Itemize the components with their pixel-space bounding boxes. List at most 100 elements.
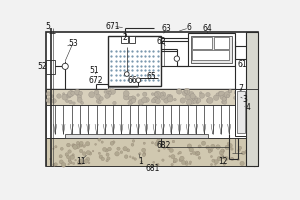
Circle shape bbox=[185, 94, 190, 100]
Circle shape bbox=[77, 161, 81, 165]
Circle shape bbox=[73, 162, 75, 165]
Circle shape bbox=[69, 160, 72, 163]
Circle shape bbox=[101, 157, 104, 161]
Circle shape bbox=[46, 98, 52, 103]
Circle shape bbox=[96, 94, 100, 99]
Circle shape bbox=[65, 99, 69, 103]
Circle shape bbox=[223, 163, 226, 165]
Circle shape bbox=[190, 94, 195, 99]
Circle shape bbox=[46, 99, 49, 102]
Circle shape bbox=[244, 92, 247, 95]
Bar bbox=[46, 89, 258, 105]
Circle shape bbox=[212, 159, 215, 162]
Circle shape bbox=[123, 91, 129, 96]
Circle shape bbox=[245, 150, 249, 154]
Circle shape bbox=[86, 157, 90, 161]
Circle shape bbox=[123, 94, 129, 100]
Circle shape bbox=[130, 96, 136, 102]
Circle shape bbox=[174, 98, 176, 101]
Circle shape bbox=[174, 56, 179, 61]
Circle shape bbox=[131, 143, 134, 146]
Circle shape bbox=[245, 93, 250, 98]
Circle shape bbox=[216, 146, 219, 149]
Circle shape bbox=[98, 138, 101, 141]
Circle shape bbox=[143, 153, 145, 155]
Text: 672: 672 bbox=[89, 76, 103, 85]
Circle shape bbox=[182, 91, 187, 96]
Text: 11: 11 bbox=[76, 157, 85, 166]
Circle shape bbox=[154, 93, 158, 97]
Circle shape bbox=[151, 99, 155, 103]
Circle shape bbox=[127, 149, 130, 152]
Circle shape bbox=[208, 149, 211, 152]
Text: 12: 12 bbox=[218, 157, 228, 166]
Circle shape bbox=[158, 150, 160, 152]
Circle shape bbox=[254, 161, 257, 165]
Circle shape bbox=[245, 99, 249, 103]
Circle shape bbox=[82, 152, 86, 155]
Circle shape bbox=[216, 145, 220, 149]
Circle shape bbox=[157, 139, 160, 143]
Circle shape bbox=[196, 102, 199, 104]
Circle shape bbox=[240, 96, 243, 99]
Circle shape bbox=[68, 150, 71, 153]
Circle shape bbox=[184, 88, 190, 94]
Circle shape bbox=[142, 97, 147, 103]
Circle shape bbox=[189, 92, 194, 97]
Circle shape bbox=[189, 147, 194, 152]
Circle shape bbox=[128, 101, 132, 105]
Circle shape bbox=[60, 147, 63, 150]
Circle shape bbox=[54, 163, 57, 166]
Circle shape bbox=[130, 100, 132, 102]
Circle shape bbox=[110, 89, 116, 94]
Bar bbox=[129, 36, 135, 43]
Text: 5: 5 bbox=[46, 22, 51, 31]
Circle shape bbox=[105, 94, 110, 98]
Circle shape bbox=[73, 102, 75, 105]
Circle shape bbox=[84, 159, 88, 163]
Circle shape bbox=[132, 140, 135, 142]
Circle shape bbox=[107, 157, 110, 160]
Circle shape bbox=[246, 98, 251, 103]
Circle shape bbox=[163, 147, 166, 149]
Circle shape bbox=[252, 91, 255, 95]
Circle shape bbox=[234, 91, 237, 94]
Bar bbox=[192, 37, 212, 49]
Circle shape bbox=[137, 94, 140, 96]
Circle shape bbox=[172, 140, 175, 143]
Circle shape bbox=[179, 159, 181, 161]
Bar bbox=[188, 33, 235, 66]
Circle shape bbox=[79, 143, 83, 147]
Bar bbox=[237, 91, 244, 133]
Circle shape bbox=[187, 144, 192, 148]
Text: 64: 64 bbox=[203, 24, 212, 33]
Circle shape bbox=[69, 91, 74, 95]
Circle shape bbox=[142, 148, 146, 152]
Circle shape bbox=[88, 162, 90, 164]
Circle shape bbox=[214, 164, 216, 165]
Circle shape bbox=[154, 91, 161, 97]
Circle shape bbox=[99, 97, 103, 101]
Text: 682: 682 bbox=[157, 141, 171, 150]
Circle shape bbox=[242, 151, 245, 155]
Circle shape bbox=[209, 149, 213, 152]
Circle shape bbox=[189, 161, 192, 163]
Bar bbox=[108, 36, 161, 86]
Circle shape bbox=[219, 91, 225, 97]
Circle shape bbox=[67, 143, 70, 147]
Circle shape bbox=[221, 149, 224, 152]
Bar bbox=[122, 36, 128, 43]
Circle shape bbox=[195, 98, 198, 101]
Circle shape bbox=[222, 149, 225, 152]
Circle shape bbox=[67, 156, 70, 159]
Circle shape bbox=[192, 151, 195, 155]
Circle shape bbox=[68, 91, 74, 97]
Text: 4: 4 bbox=[245, 103, 250, 112]
Circle shape bbox=[182, 161, 186, 165]
Circle shape bbox=[169, 148, 173, 152]
Circle shape bbox=[75, 159, 76, 161]
Circle shape bbox=[196, 100, 198, 103]
Text: 1: 1 bbox=[138, 157, 143, 166]
Text: 671: 671 bbox=[106, 22, 120, 31]
Circle shape bbox=[193, 96, 198, 101]
